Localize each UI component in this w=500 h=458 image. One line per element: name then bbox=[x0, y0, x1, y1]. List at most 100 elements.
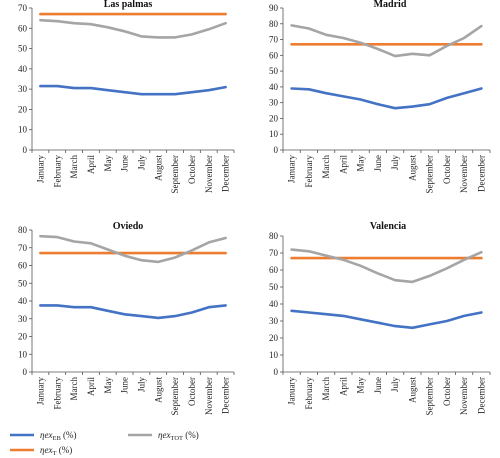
x-tick-label: July bbox=[390, 155, 400, 171]
data-point-eb bbox=[429, 103, 431, 105]
y-tick-label: 10 bbox=[269, 129, 279, 139]
data-point-tot bbox=[308, 27, 310, 30]
series-line-tot bbox=[290, 24, 483, 58]
data-point-t bbox=[56, 13, 58, 15]
series-line-tot bbox=[39, 18, 227, 39]
x-tick-label: May bbox=[356, 377, 366, 394]
legend-label-tot: ηexTOT (%) bbox=[158, 430, 199, 442]
data-point-tot bbox=[56, 236, 58, 238]
y-tick-label: 40 bbox=[269, 299, 279, 309]
x-tick-label: October bbox=[442, 377, 452, 406]
data-point-tot bbox=[480, 25, 482, 27]
y-tick-label: 40 bbox=[269, 82, 279, 92]
data-point-t bbox=[73, 252, 75, 254]
x-tick-label: April bbox=[86, 377, 96, 396]
y-tick-label: 30 bbox=[269, 98, 279, 108]
chart-title: Valencia bbox=[370, 221, 406, 232]
x-tick-label: February bbox=[304, 155, 314, 188]
data-point-tot bbox=[56, 20, 58, 22]
data-point-t bbox=[377, 257, 379, 259]
data-point-eb bbox=[73, 306, 75, 308]
data-point-eb bbox=[73, 87, 75, 89]
x-tick-label: May bbox=[103, 155, 113, 172]
data-point-eb bbox=[446, 97, 448, 99]
x-tick-label: June bbox=[373, 155, 383, 172]
y-tick-label: 30 bbox=[269, 316, 279, 326]
chart-panel-0: Las palmas 0 10 20 30 40 50 60 70 January February… bbox=[18, 0, 235, 194]
data-point-tot bbox=[360, 42, 362, 44]
data-point-eb bbox=[429, 323, 431, 325]
x-tick-label: May bbox=[103, 377, 113, 394]
data-point-tot bbox=[308, 250, 310, 252]
x-tick-label: August bbox=[407, 377, 417, 404]
data-point-eb bbox=[174, 315, 176, 317]
data-point-tot bbox=[39, 235, 42, 237]
x-tick-label: October bbox=[442, 155, 452, 184]
y-tick-label: 40 bbox=[18, 64, 28, 74]
series-line-tot bbox=[39, 234, 227, 264]
data-point-eb bbox=[140, 315, 143, 317]
data-point-tot bbox=[39, 19, 42, 21]
x-tick-label: March bbox=[321, 155, 331, 179]
y-tick-label: 50 bbox=[269, 66, 279, 76]
data-point-t bbox=[342, 43, 344, 45]
y-tick-label: 20 bbox=[18, 332, 28, 342]
data-point-tot bbox=[208, 28, 210, 30]
chart-panel-3: Valencia 0 10 20 30 40 50 60 70 80 January February… bbox=[269, 221, 491, 416]
data-point-tot bbox=[123, 30, 126, 32]
data-point-eb bbox=[342, 315, 344, 317]
x-tick-label: December bbox=[221, 377, 231, 414]
data-point-t bbox=[191, 252, 193, 254]
data-point-t bbox=[107, 252, 109, 254]
data-point-t bbox=[394, 257, 396, 259]
x-tick-label: October bbox=[187, 155, 197, 184]
y-tick-label: 80 bbox=[269, 231, 279, 241]
y-tick-label: 10 bbox=[18, 349, 28, 359]
series-line-eb bbox=[290, 87, 483, 110]
data-point-t bbox=[429, 43, 431, 45]
data-point-eb bbox=[291, 310, 293, 312]
data-point-eb bbox=[107, 89, 109, 91]
y-tick-label: 0 bbox=[274, 367, 279, 377]
x-tick-label: January bbox=[287, 155, 297, 183]
y-tick-label: 60 bbox=[269, 265, 279, 275]
data-point-tot bbox=[429, 275, 431, 277]
data-point-tot bbox=[157, 36, 159, 39]
data-point-eb bbox=[377, 103, 379, 105]
data-point-tot bbox=[394, 55, 396, 57]
chart-title: Madrid bbox=[374, 0, 407, 10]
data-point-tot bbox=[90, 23, 92, 25]
y-tick-label: 60 bbox=[18, 23, 28, 33]
data-point-eb bbox=[411, 327, 413, 329]
y-tick-label: 70 bbox=[269, 248, 279, 258]
y-tick-label: 20 bbox=[269, 113, 279, 123]
data-point-tot bbox=[107, 26, 109, 28]
chart-title: Oviedo bbox=[113, 221, 144, 232]
data-point-tot bbox=[107, 248, 109, 251]
data-point-tot bbox=[463, 37, 465, 39]
data-point-t bbox=[394, 43, 396, 45]
data-point-t bbox=[463, 43, 465, 45]
x-tick-label: September bbox=[170, 155, 180, 194]
x-tick-label: August bbox=[153, 377, 163, 404]
data-point-tot bbox=[411, 281, 413, 283]
data-point-tot bbox=[90, 242, 92, 244]
data-point-t bbox=[191, 13, 193, 15]
data-point-tot bbox=[73, 240, 75, 243]
y-tick-label: 40 bbox=[18, 296, 28, 306]
x-tick-label: October bbox=[187, 377, 197, 406]
data-point-t bbox=[429, 257, 431, 259]
x-tick-label: July bbox=[390, 377, 400, 393]
y-tick-label: 10 bbox=[269, 350, 279, 360]
data-point-tot bbox=[191, 249, 193, 252]
chart-title: Las palmas bbox=[104, 0, 153, 10]
data-point-eb bbox=[39, 304, 42, 307]
x-tick-label: September bbox=[425, 377, 435, 416]
x-tick-label: July bbox=[136, 377, 146, 393]
y-tick-label: 20 bbox=[18, 104, 28, 114]
x-tick-label: November bbox=[459, 155, 469, 193]
x-tick-label: April bbox=[338, 377, 348, 396]
data-point-eb bbox=[308, 88, 310, 90]
data-point-tot bbox=[174, 36, 176, 39]
